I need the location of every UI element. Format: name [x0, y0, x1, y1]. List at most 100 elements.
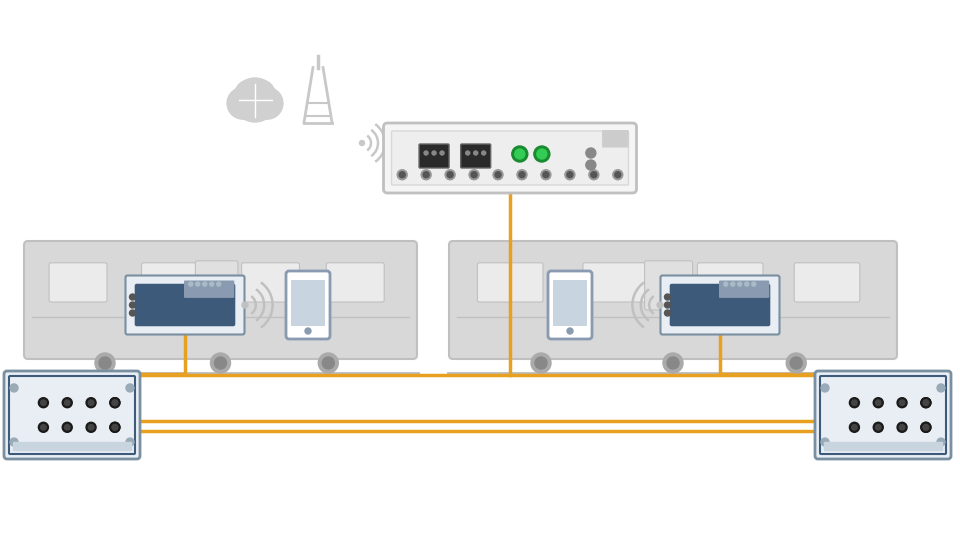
Circle shape — [228, 87, 259, 119]
Circle shape — [209, 282, 214, 286]
Circle shape — [126, 438, 134, 446]
Circle shape — [921, 397, 931, 408]
Circle shape — [663, 353, 683, 373]
Circle shape — [731, 282, 734, 286]
FancyBboxPatch shape — [697, 263, 763, 302]
FancyBboxPatch shape — [392, 131, 629, 185]
FancyBboxPatch shape — [4, 371, 140, 459]
Circle shape — [897, 422, 907, 433]
Circle shape — [64, 424, 70, 430]
Circle shape — [517, 170, 527, 180]
Circle shape — [612, 170, 623, 180]
Circle shape — [88, 400, 94, 406]
Bar — [824, 442, 942, 450]
Circle shape — [540, 170, 551, 180]
Circle shape — [921, 422, 931, 433]
Circle shape — [399, 172, 405, 178]
Circle shape — [786, 353, 806, 373]
Circle shape — [586, 160, 596, 170]
FancyBboxPatch shape — [196, 261, 238, 310]
Circle shape — [876, 424, 881, 430]
Circle shape — [473, 151, 478, 155]
FancyBboxPatch shape — [24, 241, 417, 359]
Circle shape — [40, 424, 46, 430]
Circle shape — [921, 422, 931, 433]
Circle shape — [10, 384, 18, 392]
Circle shape — [897, 397, 907, 408]
FancyBboxPatch shape — [291, 280, 325, 326]
FancyBboxPatch shape — [420, 144, 449, 168]
Circle shape — [588, 170, 599, 180]
Circle shape — [737, 282, 742, 286]
Circle shape — [493, 170, 503, 180]
Circle shape — [937, 438, 945, 446]
Circle shape — [590, 172, 597, 178]
Circle shape — [512, 146, 528, 162]
Circle shape — [359, 140, 365, 145]
Circle shape — [531, 353, 551, 373]
FancyBboxPatch shape — [461, 144, 491, 168]
Circle shape — [112, 400, 118, 406]
Circle shape — [852, 400, 857, 406]
Circle shape — [305, 328, 311, 334]
Circle shape — [924, 424, 928, 430]
Circle shape — [664, 294, 670, 300]
Circle shape — [821, 438, 829, 446]
Circle shape — [38, 397, 48, 408]
Circle shape — [112, 400, 118, 406]
Circle shape — [196, 282, 200, 286]
Bar — [13, 442, 131, 450]
Circle shape — [445, 170, 455, 180]
FancyBboxPatch shape — [126, 275, 245, 334]
Circle shape — [112, 424, 118, 430]
Circle shape — [657, 302, 663, 308]
FancyBboxPatch shape — [326, 263, 384, 302]
Circle shape — [99, 357, 111, 369]
Circle shape — [130, 302, 135, 308]
Circle shape — [482, 151, 486, 155]
Circle shape — [850, 397, 859, 408]
Circle shape — [519, 172, 525, 178]
Circle shape — [86, 397, 96, 408]
Circle shape — [214, 357, 227, 369]
FancyBboxPatch shape — [477, 263, 543, 302]
Circle shape — [534, 146, 550, 162]
Circle shape — [210, 353, 230, 373]
Circle shape — [852, 424, 857, 430]
Circle shape — [235, 80, 262, 107]
Circle shape — [38, 422, 48, 433]
Circle shape — [745, 282, 749, 286]
Circle shape — [62, 422, 72, 433]
Circle shape — [586, 148, 596, 158]
Circle shape — [86, 422, 96, 433]
Circle shape — [323, 357, 334, 369]
Circle shape — [567, 328, 573, 334]
Circle shape — [469, 170, 479, 180]
Circle shape — [924, 424, 928, 430]
Circle shape — [564, 170, 575, 180]
Circle shape — [88, 424, 94, 430]
FancyBboxPatch shape — [660, 275, 780, 334]
Circle shape — [319, 353, 338, 373]
Circle shape — [535, 357, 547, 369]
Circle shape — [900, 400, 905, 406]
FancyBboxPatch shape — [449, 241, 897, 359]
FancyBboxPatch shape — [670, 284, 770, 326]
Circle shape — [432, 151, 436, 155]
FancyBboxPatch shape — [242, 263, 300, 302]
FancyBboxPatch shape — [719, 280, 769, 298]
Circle shape — [217, 282, 221, 286]
FancyBboxPatch shape — [583, 263, 649, 302]
FancyBboxPatch shape — [794, 263, 860, 302]
FancyBboxPatch shape — [815, 371, 951, 459]
Circle shape — [876, 400, 881, 406]
Circle shape — [937, 384, 945, 392]
Circle shape — [921, 397, 931, 408]
Circle shape — [64, 400, 70, 406]
Circle shape — [667, 357, 679, 369]
Circle shape — [850, 422, 859, 433]
FancyBboxPatch shape — [548, 271, 592, 339]
Circle shape — [189, 282, 193, 286]
Circle shape — [790, 357, 803, 369]
Circle shape — [130, 294, 135, 300]
